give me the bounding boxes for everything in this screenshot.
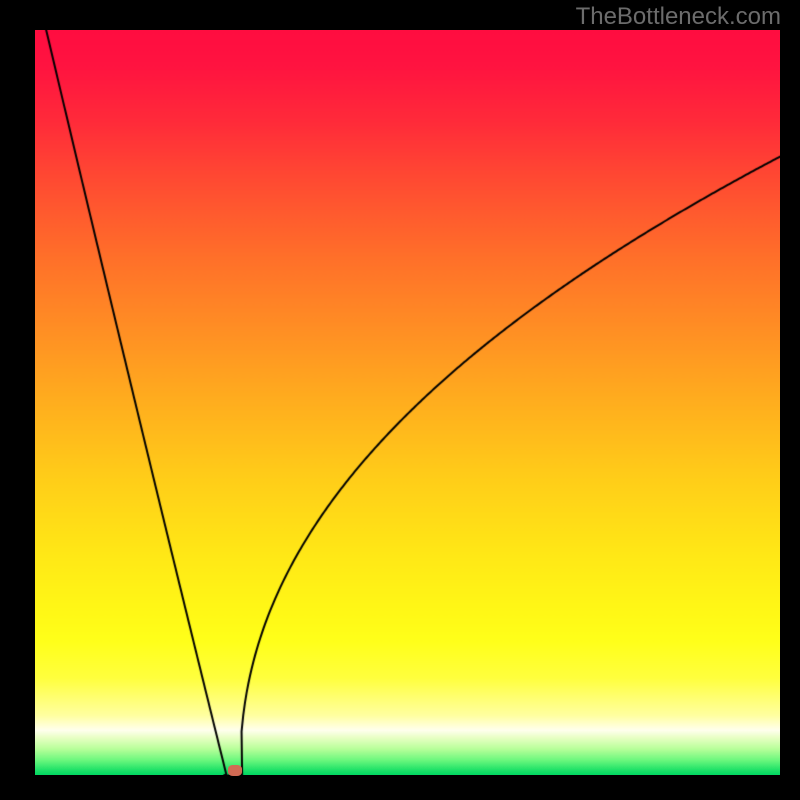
watermark-text: TheBottleneck.com: [576, 3, 781, 31]
bottleneck-curve: [35, 30, 780, 775]
optimum-marker: [228, 765, 242, 776]
figure-stage: TheBottleneck.com: [0, 0, 800, 800]
plot-area: [35, 30, 780, 775]
